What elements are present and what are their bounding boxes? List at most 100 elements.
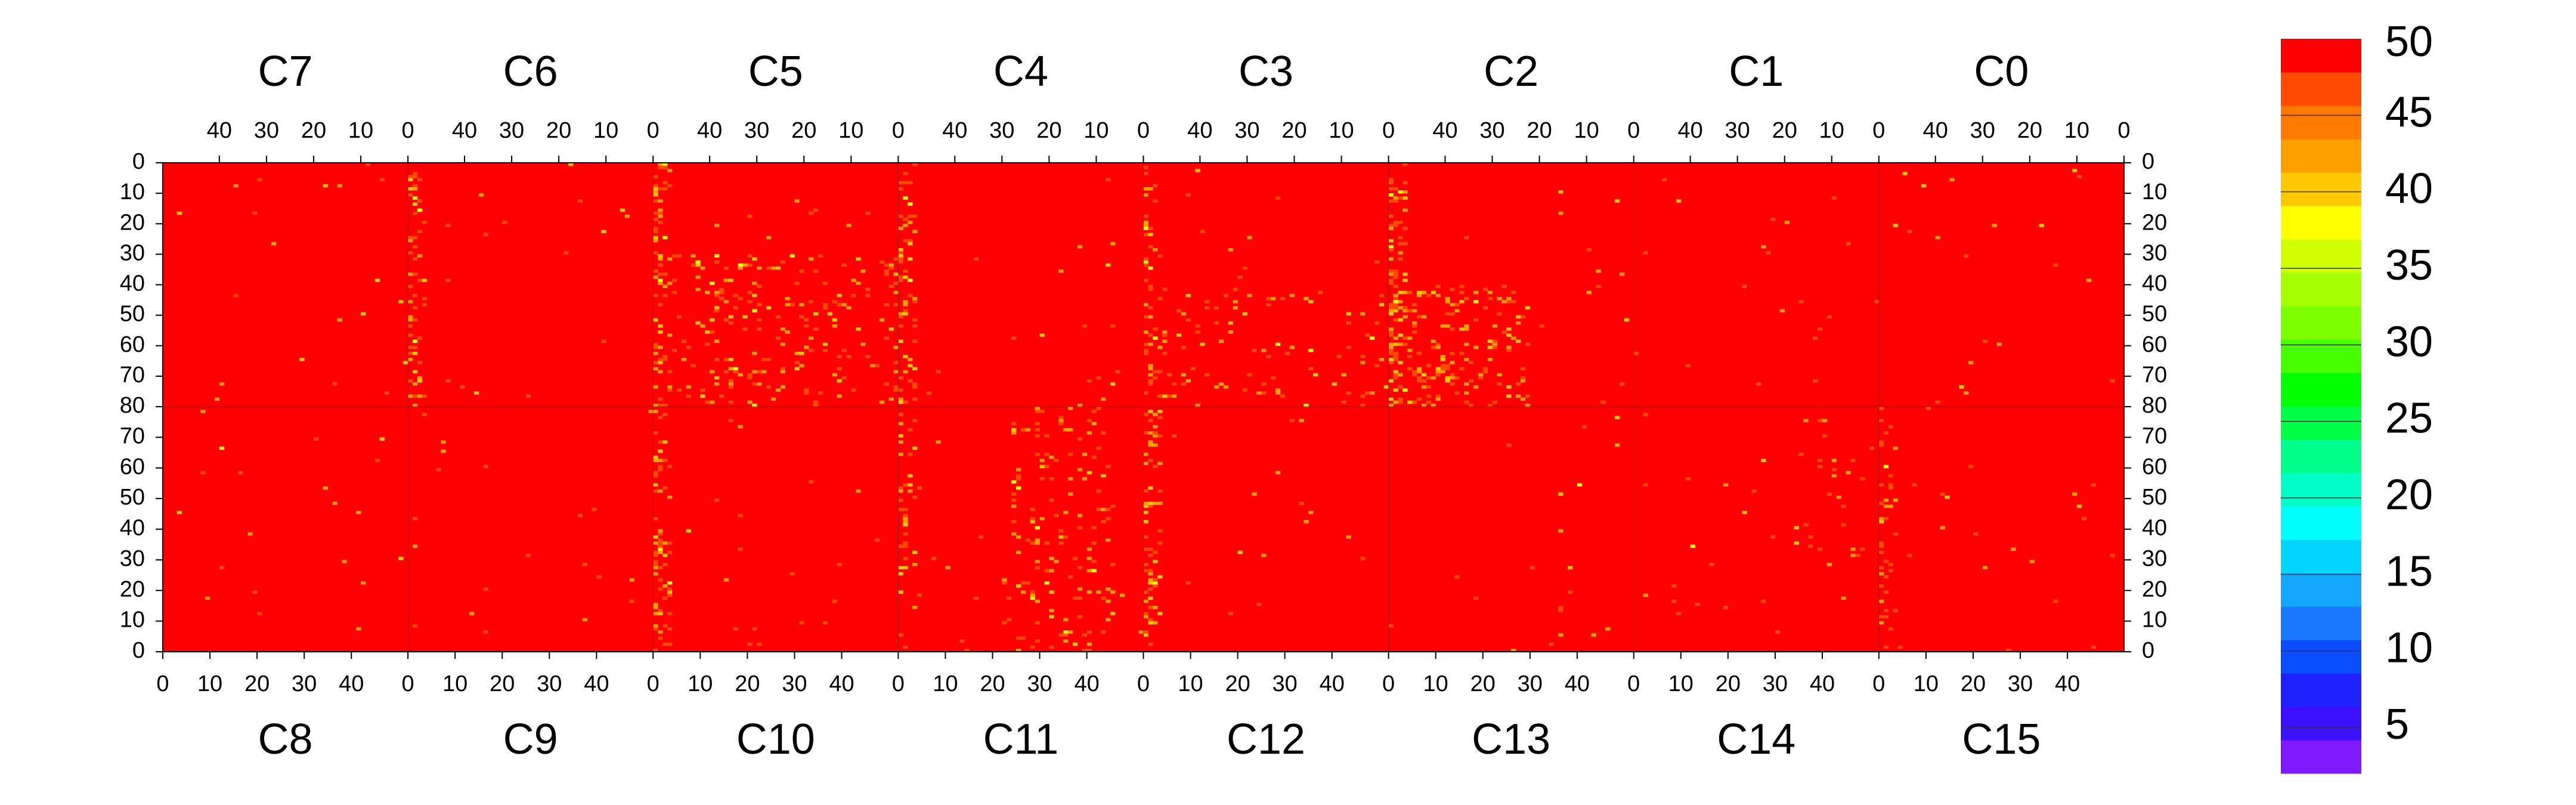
heatmap-cell	[1473, 300, 1479, 304]
heatmap-cell	[1690, 544, 1695, 548]
heatmap-cell	[1157, 489, 1163, 493]
x-tick-label-bottom: 20	[980, 671, 1005, 696]
heatmap-cell	[658, 578, 663, 582]
heatmap-cell	[1171, 382, 1177, 386]
heatmap-cell	[1205, 306, 1210, 309]
heatmap-cell	[851, 278, 856, 282]
heatmap-cell	[1402, 242, 1408, 246]
heatmap-cell	[1388, 327, 1394, 331]
heatmap-cell	[714, 260, 720, 264]
heatmap-cell	[653, 572, 658, 575]
heatmap-cell	[1360, 403, 1366, 407]
heatmap-cell	[1025, 581, 1031, 585]
heatmap-cell	[1473, 290, 1479, 295]
heatmap-cell	[1299, 501, 1304, 505]
heatmap-cell	[908, 181, 913, 185]
x-tick-label-top: 0	[1627, 118, 1640, 143]
heatmap-cell	[1275, 470, 1281, 475]
heatmap-cell	[1143, 630, 1148, 634]
heatmap-cell	[1506, 443, 1512, 447]
heatmap-cell	[1289, 293, 1295, 298]
heatmap-cell	[1464, 236, 1469, 240]
heatmap-cell	[1577, 483, 1583, 487]
x-tick-label-top: 20	[2017, 118, 2042, 143]
heatmap-cell	[1818, 327, 1823, 331]
heatmap-cell	[1148, 233, 1153, 237]
heatmap-cell	[1077, 566, 1083, 569]
heatmap-cell	[1506, 345, 1512, 349]
heatmap-cell	[733, 627, 738, 631]
heatmap-cell	[417, 336, 423, 340]
heatmap-cell	[445, 224, 451, 227]
heatmap-cell	[1091, 526, 1097, 530]
x-tick-label-bottom: 40	[1810, 671, 1835, 696]
heatmap-cell	[1435, 367, 1441, 371]
heatmap-cell	[323, 184, 329, 188]
heatmap-cell	[1888, 569, 1893, 572]
heatmap-cell	[723, 370, 729, 374]
heatmap-cell	[408, 251, 413, 255]
heatmap-cell	[799, 315, 804, 319]
heatmap-cell	[714, 376, 720, 380]
heatmap-cell	[398, 300, 404, 304]
x-tick-label-top: 30	[1725, 118, 1750, 143]
heatmap-cell	[691, 263, 696, 267]
heatmap-cell	[1143, 615, 1148, 618]
heatmap-cell	[1388, 397, 1394, 401]
heatmap-cell	[1054, 513, 1059, 518]
heatmap-cell	[1912, 483, 1917, 487]
heatmap-cell	[653, 187, 658, 191]
heatmap-cell	[1148, 333, 1153, 337]
heatmap-cell	[1878, 615, 1884, 618]
heatmap-cell	[1388, 342, 1394, 346]
heatmap-cell	[908, 278, 913, 282]
heatmap-cell	[1082, 633, 1088, 637]
heatmap-cell	[233, 184, 239, 188]
heatmap-cell	[1388, 281, 1394, 285]
heatmap-cell	[1200, 230, 1205, 233]
heatmap-cell	[1482, 287, 1488, 292]
heatmap-cell	[1643, 483, 1648, 487]
heatmap-cell	[653, 345, 658, 349]
heatmap-cell	[1388, 224, 1394, 227]
heatmap-cell	[898, 453, 903, 456]
heatmap-cell	[1388, 312, 1394, 316]
heatmap-cell	[752, 370, 757, 374]
heatmap-cell	[978, 535, 984, 539]
heatmap-cell	[1020, 428, 1026, 432]
heatmap-cell	[1143, 501, 1148, 505]
heatmap-cell	[903, 303, 908, 306]
heatmap-cell	[653, 553, 658, 558]
heatmap-cell	[686, 345, 691, 349]
heatmap-cell	[757, 642, 762, 646]
heatmap-cell	[1101, 630, 1106, 634]
heatmap-cell	[1435, 293, 1441, 298]
heatmap-cell	[1110, 242, 1116, 246]
heatmap-cell	[903, 541, 908, 545]
x-tick-label-bottom: 30	[1763, 671, 1788, 696]
heatmap-cell	[832, 324, 837, 328]
heatmap-cell	[898, 324, 903, 328]
heatmap-cell	[898, 181, 903, 185]
heatmap-cell	[728, 315, 734, 319]
heatmap-cell	[1049, 590, 1054, 594]
heatmap-cell	[1596, 284, 1601, 289]
heatmap-cell	[752, 281, 757, 285]
heatmap-cell	[1016, 535, 1021, 539]
heatmap-cell	[1393, 296, 1398, 301]
heatmap-cell	[1143, 187, 1148, 191]
y-tick-label: 40	[120, 516, 145, 541]
heatmap-cell	[1039, 465, 1045, 469]
heatmap-cell	[1742, 284, 1747, 289]
heatmap-cell	[1398, 342, 1403, 346]
heatmap-cell	[1035, 566, 1040, 569]
x-tick-label-top: 0	[402, 118, 414, 143]
heatmap-cell	[714, 339, 720, 343]
heatmap-cell	[1242, 266, 1247, 270]
heatmap-cell	[1469, 361, 1474, 364]
x-tick-label-bottom: 20	[1470, 671, 1496, 696]
heatmap-cell	[837, 379, 842, 383]
heatmap-cell	[1346, 391, 1351, 395]
heatmap-cell	[775, 266, 781, 270]
